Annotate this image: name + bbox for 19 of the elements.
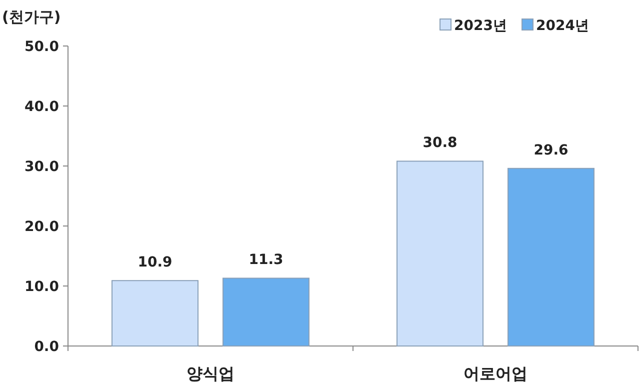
data-label: 11.3 [248, 252, 284, 268]
y-tick-label: 10.0 [24, 279, 60, 295]
bar [508, 168, 594, 346]
y-tick-label: 40.0 [24, 99, 60, 115]
data-label: 10.9 [138, 254, 172, 271]
legend-label: 2024년 [536, 18, 589, 34]
data-label: 29.6 [534, 142, 568, 158]
x-tick-label: 어로어업 [464, 364, 528, 383]
y-tick-label: 0.0 [34, 339, 60, 355]
y-axis-title: (천가구) [2, 8, 61, 26]
y-tick-label: 20.0 [24, 219, 60, 235]
bar [396, 160, 484, 346]
x-tick-label: 양식업 [186, 364, 234, 383]
bar [222, 278, 310, 346]
y-tick-label: 50.0 [24, 39, 60, 55]
data-label: 30.8 [422, 135, 458, 152]
legend-label: 2023년 [454, 18, 507, 34]
y-tick-label: 30.0 [24, 159, 60, 175]
bar [112, 280, 198, 346]
